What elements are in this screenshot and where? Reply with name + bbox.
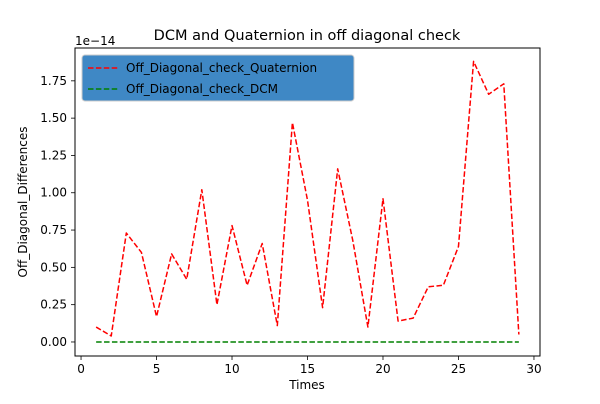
legend: Off_Diagonal_check_Quaternion Off_Diagon… — [81, 54, 355, 102]
series-lines — [95, 60, 520, 343]
x-tick-label: 15 — [300, 362, 315, 376]
x-axis-ticks: 0 5 10 15 20 25 30 — [77, 356, 542, 376]
x-tick-label: 25 — [451, 362, 466, 376]
y-tick-label: 0.00 — [40, 335, 67, 349]
x-axis-label: Times — [288, 378, 325, 392]
y-tick-label: 1.75 — [40, 74, 67, 88]
y-tick-label: 0.75 — [40, 223, 67, 237]
x-tick-label: 5 — [153, 362, 161, 376]
legend-label-quaternion: Off_Diagonal_check_Quaternion — [126, 61, 317, 75]
y-tick-label: 1.00 — [40, 186, 67, 200]
y-tick-label: 1.50 — [40, 111, 67, 125]
x-tick-label: 20 — [375, 362, 390, 376]
legend-box — [81, 54, 355, 102]
x-tick-label: 0 — [77, 362, 85, 376]
x-tick-label: 30 — [526, 362, 541, 376]
y-tick-label: 1.25 — [40, 148, 67, 162]
series-line-quaternion — [95, 60, 520, 337]
legend-label-dcm: Off_Diagonal_check_DCM — [126, 82, 278, 96]
plot-frame — [74, 47, 541, 357]
y-axis-ticks: 0.00 0.25 0.50 0.75 1.00 1.25 1.50 1.75 — [40, 74, 75, 349]
y-axis-label: Off_Diagonal_Differences — [16, 126, 30, 277]
x-tick-label: 10 — [224, 362, 239, 376]
y-tick-label: 0.50 — [40, 260, 67, 274]
chart-title: DCM and Quaternion in off diagonal check — [154, 28, 461, 44]
y-tick-label: 0.25 — [40, 298, 67, 312]
y-axis-offset-text: 1e−14 — [75, 34, 115, 48]
